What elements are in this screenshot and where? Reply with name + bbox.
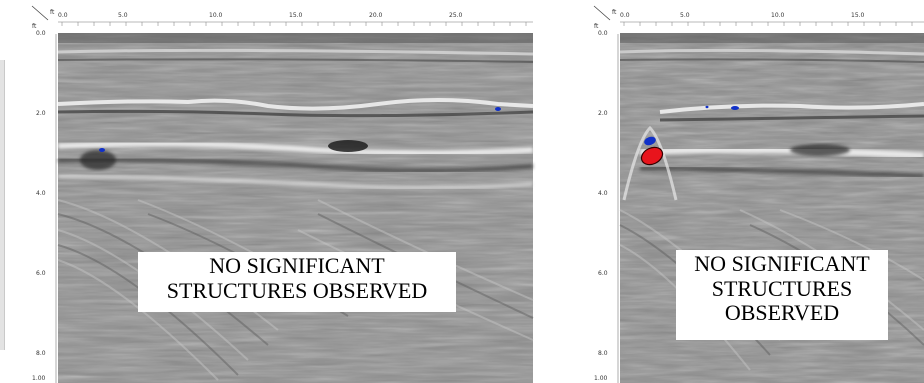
x-tick-label: 0.0 <box>58 12 68 19</box>
corner-unit-label: ft <box>612 9 617 16</box>
y-tick-label: 8.0 <box>598 350 608 357</box>
red-anomaly <box>640 146 664 166</box>
reflector-dark <box>659 114 924 122</box>
shallow-band <box>619 58 924 63</box>
reflector-bright <box>659 102 924 114</box>
y-tick-label: 4.0 <box>598 190 608 197</box>
y-tick-label: 0.0 <box>36 30 46 37</box>
y-tick-label: 8.0 <box>36 350 46 357</box>
x-tick-label: 20.0 <box>369 12 383 19</box>
right-radargram-panel: 0.0 5.0 10.0 15.0 ft ft 0.0 2.0 4.0 6.0 … <box>580 0 924 383</box>
corner-axis-line <box>593 5 611 21</box>
x-tick-label: 15.0 <box>851 12 865 19</box>
corner-unit-label: ft <box>50 9 55 16</box>
surface-reflection <box>57 48 534 56</box>
x-tick-label: 15.0 <box>289 12 303 19</box>
caption-line: NO SIGNIFICANT <box>694 251 870 276</box>
blue-anomaly <box>705 105 709 109</box>
dark-blob <box>790 144 850 156</box>
x-tick-label: 5.0 <box>680 12 690 19</box>
x-tick-label: 5.0 <box>118 12 128 19</box>
caption-line: NO SIGNIFICANT <box>209 253 385 278</box>
caption-line: STRUCTURES <box>711 275 853 301</box>
radar-texture <box>58 33 533 383</box>
blue-anomaly <box>99 148 105 152</box>
surface-reflection <box>619 48 924 56</box>
blue-anomaly <box>495 107 501 111</box>
y-tick-label: 2.0 <box>598 110 608 117</box>
no-structures-caption: NO SIGNIFICANT STRUCTURES OBSERVED <box>138 252 456 312</box>
y-tick-label: 2.0 <box>36 110 46 117</box>
y-tick-label: 6.0 <box>598 270 608 277</box>
x-tick-label: 0.0 <box>620 12 630 19</box>
surface-band <box>620 33 924 43</box>
reflector-bright <box>57 98 534 111</box>
deep-reflector-bright <box>639 146 924 160</box>
caption-line: OBSERVED <box>724 300 840 326</box>
x-tick-label: 10.0 <box>209 12 223 19</box>
surface-band <box>58 33 533 43</box>
dark-blob <box>328 140 368 152</box>
reflector-dark <box>57 109 534 118</box>
y-tick-label: 6.0 <box>36 270 46 277</box>
y-tick-label: 4.0 <box>36 190 46 197</box>
bottom-scale-label: 1.00 <box>32 375 46 382</box>
no-structures-caption: NO SIGNIFICANT STRUCTURES OBSERVED <box>676 250 888 340</box>
left-radargram-panel: 0.0 5.0 10.0 15.0 20.0 25.0 ft ft 0.0 2.… <box>18 0 538 383</box>
deep-reflector-bright-2 <box>57 174 534 190</box>
blue-anomaly <box>731 106 739 110</box>
hyperbola <box>622 125 678 201</box>
shallow-band <box>57 58 534 63</box>
dark-blob-left <box>80 150 116 170</box>
corner-unit-label-y: ft <box>594 23 599 30</box>
x-tick-label: 10.0 <box>771 12 785 19</box>
left-radargram-image <box>31 5 534 383</box>
deep-reflector-bright <box>57 140 534 156</box>
corner-unit-label-y: ft <box>32 23 37 30</box>
deep-reflector-dark <box>57 157 534 174</box>
bottom-scale-label: 1.00 <box>594 375 608 382</box>
top-ruler-ticks <box>623 22 913 26</box>
deep-reflector-dark <box>639 165 924 179</box>
caption-line: STRUCTURES OBSERVED <box>166 277 428 303</box>
left-edge-strip <box>0 60 5 350</box>
y-tick-label: 0.0 <box>598 30 608 37</box>
top-ruler-ticks <box>61 22 527 26</box>
blue-anomaly <box>644 136 656 146</box>
corner-axis-line <box>31 5 49 21</box>
x-tick-label: 25.0 <box>449 12 463 19</box>
